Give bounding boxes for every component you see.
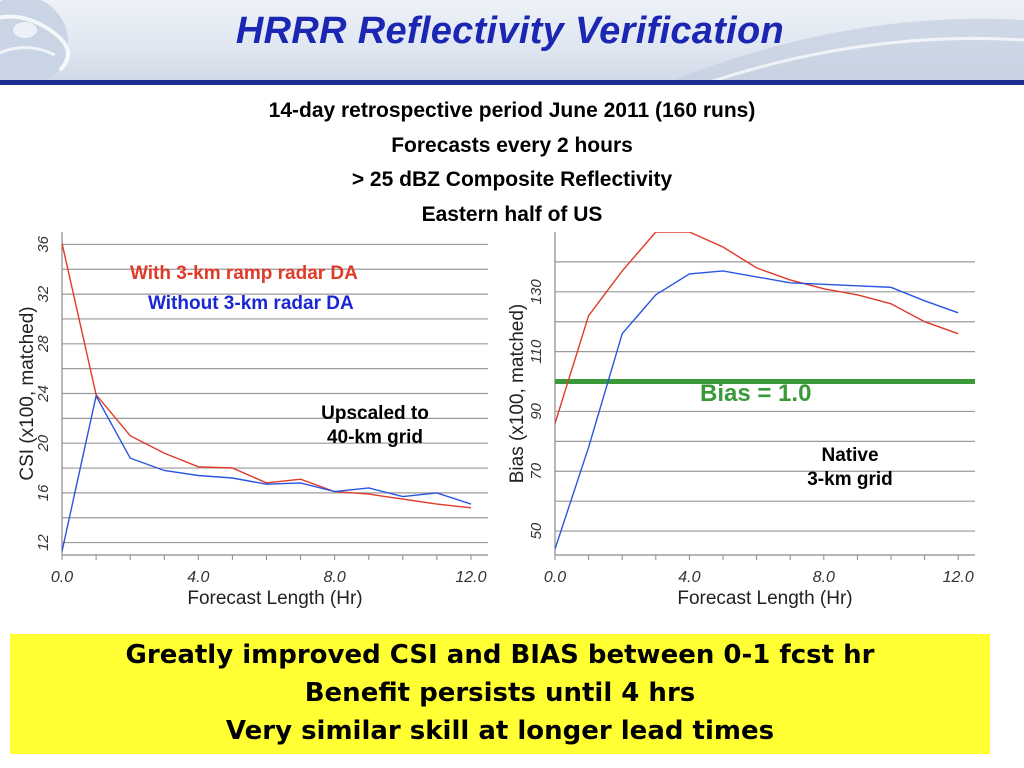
y-tick-label: 130 [528,279,545,305]
x-tick-label: 4.0 [187,569,209,586]
x-tick-label: 8.0 [324,569,346,586]
subtitle-line: Eastern half of US [421,202,603,226]
bias-reference-label: Bias = 1.0 [700,380,812,407]
y-tick-label: 12 [35,534,52,551]
y-tick-label: 36 [35,235,52,252]
bias-annotation: Native 3-km grid [770,444,930,492]
x-tick-label: 0.0 [51,569,73,586]
subtitle-line: > 25 dBZ Composite Reflectivity [351,168,673,191]
subtitle-line: Forecasts every 2 hours [391,133,633,157]
y-tick-label: 16 [35,484,52,501]
summary-box: Greatly improved CSI and BIAS between 0-… [10,634,990,754]
x-tick-label: 12.0 [455,569,486,586]
series-line-without-radar [62,394,472,552]
header-swoosh-decoration [664,18,1024,84]
x-tick-label: 0.0 [544,569,566,586]
subtitle-line: 14-day retrospective period June 2011 (1… [268,99,756,122]
slide-header [0,0,1024,85]
y-tick-label: 24 [35,385,52,403]
annotation-line: 40-km grid [326,427,424,448]
y-tick-label: 70 [528,462,545,479]
summary-line: Very similar skill at longer lead times [225,716,775,746]
y-tick-label: 110 [528,339,545,364]
x-axis-title: Forecast Length (Hr) [677,588,852,609]
summary-line: Benefit persists until 4 hrs [304,678,696,708]
y-tick-label: 20 [35,434,52,452]
legend-without-radar: Without 3-km radar DA [148,293,354,314]
x-tick-label: 4.0 [678,569,700,586]
y-axis-title: Bias (x100, matched) [507,304,528,484]
y-tick-label: 28 [35,335,52,353]
subtitle-block: 14-day retrospective period June 2011 (1… [112,94,912,232]
y-tick-label: 32 [35,285,52,302]
csi-annotation: Upscaled to 40-km grid [290,402,460,450]
y-tick-label: 90 [528,402,545,419]
series-line-without-radar [555,270,959,550]
header-rule [0,80,1024,85]
legend-with-radar: With 3-km ramp radar DA [130,263,358,284]
annotation-line: Upscaled to [321,403,429,424]
globe-icon [0,0,70,84]
x-tick-label: 12.0 [943,569,974,586]
summary-line: Greatly improved CSI and BIAS between 0-… [125,640,875,670]
y-axis-title: CSI (x100, matched) [17,306,38,480]
x-tick-label: 8.0 [813,569,835,586]
slide-title: HRRR Reflectivity Verification [235,10,785,52]
series-line-with-radar [555,232,959,424]
series-line-with-radar [62,243,472,509]
annotation-line: Native [821,445,879,466]
y-tick-label: 50 [528,522,545,539]
annotation-line: 3-km grid [807,469,893,490]
x-axis-title: Forecast Length (Hr) [187,588,362,609]
